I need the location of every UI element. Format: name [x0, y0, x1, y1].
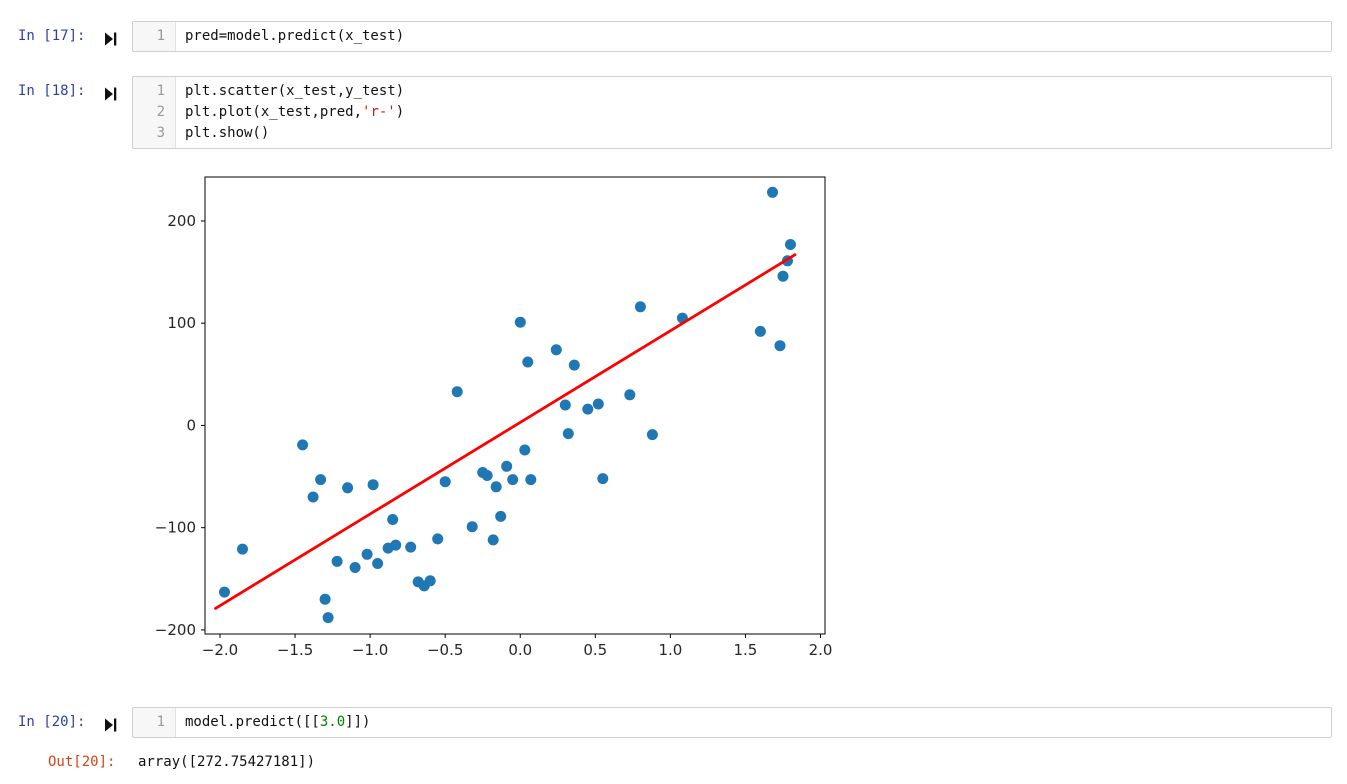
code-cell-18: In [18]: 1 2 3 plt.scatter(x_test,y_test… [0, 76, 1332, 149]
output-prompt: Out[20]: [48, 754, 116, 770]
line-number: 1 [156, 28, 165, 44]
code-text: pred=model.predict(x_test) [185, 28, 405, 44]
code-line: plt.scatter(x_test,y_test) [185, 81, 1331, 102]
code-line: plt.show() [185, 123, 1331, 144]
plot-output: −2.0 −1.5 −1.0 −0.5 0.0 0.5 1.0 1.5 2.0 −200 −100 0… [148, 175, 1347, 671]
svg-text:0: 0 [186, 416, 196, 434]
code-cell-17: In [17]: 1 pred=model.predict(x_test) [0, 21, 1332, 52]
number-token: 3.0 [319, 714, 346, 730]
string-token: 'r-' [362, 104, 396, 120]
svg-text:100: 100 [167, 314, 196, 332]
code-text: ]]) [345, 714, 371, 730]
code-editor[interactable]: pred=model.predict(x_test) [175, 22, 1331, 51]
svg-text:−0.5: −0.5 [427, 641, 463, 659]
run-cell-icon[interactable] [98, 21, 132, 50]
code-text: plt.show() [185, 125, 270, 141]
line-number-gutter: 1 [133, 708, 175, 737]
svg-text:1.5: 1.5 [734, 641, 758, 659]
code-editor[interactable]: plt.scatter(x_test,y_test) plt.plot(x_te… [175, 77, 1331, 148]
svg-text:−200: −200 [155, 621, 196, 639]
play-bar-icon [105, 87, 117, 101]
run-cell-icon[interactable] [98, 76, 132, 105]
line-number: 2 [156, 104, 165, 120]
play-bar-icon [105, 32, 117, 46]
svg-text:−1.5: −1.5 [277, 641, 313, 659]
x-axis-ticks: −2.0 −1.5 −1.0 −0.5 0.0 0.5 1.0 1.5 2.0 [202, 634, 833, 659]
line-number: 3 [156, 125, 165, 141]
svg-text:1.0: 1.0 [658, 641, 682, 659]
y-axis-ticks: −200 −100 0 100 200 [155, 212, 205, 639]
code-line: pred=model.predict(x_test) [185, 26, 1331, 47]
line-number: 1 [156, 714, 165, 730]
scatter-points [219, 186, 796, 624]
code-line: model.predict([[3.0]]) [185, 712, 1331, 733]
play-bar-icon [105, 718, 117, 732]
regression-line [214, 253, 797, 610]
code-text: ) [395, 104, 405, 120]
svg-text:2.0: 2.0 [809, 641, 833, 659]
output-row: Out[20]: array([272.75427181]) [0, 754, 1347, 770]
code-text: plt.plot(x_test,pred, [185, 104, 363, 120]
svg-text:200: 200 [167, 212, 196, 230]
input-prompt: In [17]: [18, 28, 86, 44]
code-line: plt.plot(x_test,pred,'r-') [185, 102, 1331, 123]
axes-box [204, 176, 826, 635]
code-input-area[interactable]: 1 pred=model.predict(x_test) [132, 21, 1332, 52]
input-prompt: In [18]: [18, 83, 86, 99]
svg-text:0.0: 0.0 [508, 641, 532, 659]
svg-text:0.5: 0.5 [583, 641, 607, 659]
code-editor[interactable]: model.predict([[3.0]]) [175, 708, 1331, 737]
code-cell-20: In [20]: 1 model.predict([[3.0]]) [0, 707, 1332, 738]
output-value: array([272.75427181]) [138, 754, 316, 770]
svg-text:−2.0: −2.0 [202, 641, 238, 659]
line-number-gutter: 1 2 3 [133, 77, 175, 148]
code-input-area[interactable]: 1 2 3 plt.scatter(x_test,y_test) plt.plo… [132, 76, 1332, 149]
svg-text:−1.0: −1.0 [352, 641, 388, 659]
code-text: plt.scatter(x_test,y_test) [185, 83, 405, 99]
line-number-gutter: 1 [133, 22, 175, 51]
line-number: 1 [156, 83, 165, 99]
jupyter-notebook: { "notebook": { "cells": [ { "prompt": "… [0, 21, 1347, 784]
svg-text:−100: −100 [155, 519, 196, 537]
code-text: model.predict([[ [185, 714, 320, 730]
input-prompt: In [20]: [18, 714, 86, 730]
code-input-area[interactable]: 1 model.predict([[3.0]]) [132, 707, 1332, 738]
scatter-plot-figure: −2.0 −1.5 −1.0 −0.5 0.0 0.5 1.0 1.5 2.0 −200 −100 0… [155, 176, 833, 659]
run-cell-icon[interactable] [98, 707, 132, 736]
